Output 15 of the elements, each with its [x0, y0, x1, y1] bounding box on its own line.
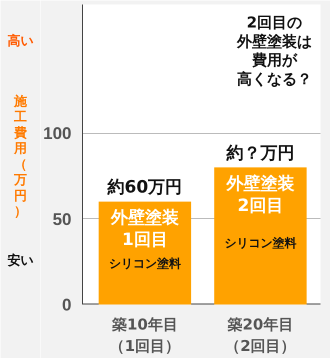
annotation: シリコン塗料 [224, 236, 296, 250]
y-tick-label: 0 [62, 296, 72, 314]
annotation: 外壁塗装2回目 [225, 174, 294, 216]
x-tick-label: 築10年目（1回目） [110, 316, 180, 356]
data-label: 約60万円 [106, 178, 182, 198]
y-tick-label: 100 [43, 124, 72, 144]
y-axis-title: 施工費用（万円） [13, 93, 28, 220]
x-tick-label: 築20年目（2回目） [225, 316, 296, 356]
annotation: 外壁塗装1回目 [110, 208, 179, 250]
data-label: 約？万円 [225, 143, 294, 164]
annotation: 2回目の外壁塗装は費用が高くなる？ [236, 13, 312, 88]
text: 高い [8, 32, 34, 49]
y-tick-label: 50 [52, 210, 72, 229]
text: 安い [8, 252, 34, 268]
annotation: シリコン塗料 [108, 256, 181, 270]
